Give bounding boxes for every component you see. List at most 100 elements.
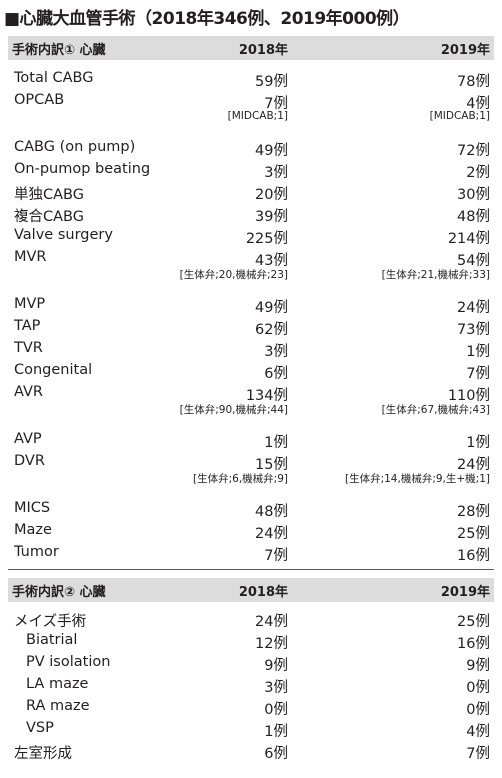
table-row: PV isolation 9例 9例 [8,652,494,674]
row-label: 複合CABG [14,209,84,225]
row-count-value: 48例 [457,209,490,225]
table-row: MICS 48例 28例 [8,498,494,520]
row-count-value: 16例 [457,636,490,652]
row-count-value: 6例 [264,366,288,382]
row-count-value: 72例 [457,143,490,159]
row-label: DVR [14,453,45,469]
table-row: On-pumop beating 3例 2例 [8,159,494,181]
table-header: 手術内訳① 心臓 2018年 2019年 [8,36,494,60]
row-count-value: 73例 [457,322,490,338]
table-row: LA maze 3例 0例 [8,674,494,696]
row-label: VSP [26,720,54,736]
row-count-value: 20例 [255,187,288,203]
row-count-value: 9例 [264,658,288,674]
row-count-value: 3例 [264,680,288,696]
table-row: Biatrial 12例 16例 [8,630,494,652]
row-note-value: [生体弁;90,機械弁;44] [179,404,288,416]
row-note: [MIDCAB;1] [MIDCAB;1] [8,110,494,126]
row-count-value: 110例 [447,388,490,404]
row-label: Congenital [14,362,93,378]
row-label: 左室形成 [14,746,72,762]
table-row: RA maze 0例 0例 [8,696,494,718]
row-count-value: 2例 [466,165,490,181]
row-count-value: 43例 [255,253,288,269]
row-label: AVR [14,384,43,400]
row-label: Tumor [14,544,59,560]
row-label: On-pumop beating [14,161,151,177]
table-cardiac-1: 手術内訳① 心臓 2018年 2019年 Total CABG 59例 78例 OP… [8,36,494,570]
row-count-value: 25例 [457,526,490,542]
table-row: TAP 62例 73例 [8,316,494,338]
row-note: [生体弁;20,機械弁;23] [生体弁;21,機械弁;33] [8,267,494,283]
row-count-value: 9例 [466,658,490,674]
row-label: MVR [14,249,47,265]
row-label: MICS [14,500,51,516]
row-count-value: 4例 [466,96,490,112]
row-count-value: 59例 [255,74,288,90]
row-note-value: [MIDCAB;1] [227,110,288,122]
row-note-value: [生体弁;14,機械弁;9,生+機;1] [344,473,490,485]
row-count-value: 30例 [457,187,490,203]
divider [8,569,494,570]
row-count-value: 25例 [457,614,490,630]
table-row: AVP 1例 1例 [8,429,494,451]
row-count-value: 54例 [457,253,490,269]
row-count-value: 39例 [255,209,288,225]
row-count-value: 15例 [255,457,288,473]
row-count-value: 3例 [264,344,288,360]
row-count-value: 24例 [255,526,288,542]
table-row: 複合CABG 39例 48例 [8,203,494,225]
table-header: 手術内訳② 心臓 2018年 2019年 [8,578,494,602]
header-year-2019: 2019年 [440,43,490,58]
row-count-value: 6例 [264,746,288,762]
row-count-value: 78例 [457,74,490,90]
table-row: Total CABG 59例 78例 [8,68,494,90]
table-cardiac-2: 手術内訳② 心臓 2018年 2019年 メイズ手術 24例 25例 Biatria… [8,578,494,762]
row-note-value: [生体弁;21,機械弁;33] [381,269,490,281]
header-year-2018: 2018年 [238,43,288,58]
row-count-value: 134例 [245,388,288,404]
row-count-value: 1例 [264,724,288,740]
row-label: Total CABG [14,70,94,86]
header-label: 手術内訳① 心臓 [12,43,106,58]
row-label: Valve surgery [14,227,113,243]
row-label: AVP [14,431,42,447]
table-row: MVR 43例 54例 [8,247,494,269]
row-label: 単独CABG [14,187,84,203]
row-count-value: 7例 [466,366,490,382]
page-title: ■心臓大血管手術（2018年346例、2019年000例） [4,9,410,29]
row-count-value: 48例 [255,504,288,520]
table-row: Maze 24例 25例 [8,520,494,542]
row-label: CABG (on pump) [14,139,136,155]
row-label: Biatrial [26,632,78,648]
row-label: OPCAB [14,92,65,108]
table-row: 単独CABG 20例 30例 [8,181,494,203]
table-row: Congenital 6例 7例 [8,360,494,382]
row-count-value: 49例 [255,300,288,316]
table-row: Valve surgery 225例 214例 [8,225,494,247]
row-count-value: 0例 [264,702,288,718]
row-label: PV isolation [26,654,111,670]
row-label: メイズ手術 [14,614,87,630]
row-count-value: 12例 [255,636,288,652]
row-count-value: 3例 [264,165,288,181]
row-count-value: 214例 [447,231,490,247]
table-row: TVR 3例 1例 [8,338,494,360]
row-count-value: 24例 [457,457,490,473]
table-row: DVR 15例 24例 [8,451,494,473]
table-row: VSP 1例 4例 [8,718,494,740]
row-count-value: 62例 [255,322,288,338]
row-count-value: 0例 [466,680,490,696]
table-row: MVP 49例 24例 [8,294,494,316]
row-count-value: 1例 [466,344,490,360]
row-count-value: 1例 [466,435,490,451]
row-count-value: 7例 [264,548,288,564]
table-row: 左室形成 6例 7例 [8,740,494,762]
row-label: TVR [14,340,43,356]
row-count-value: 4例 [466,724,490,740]
row-note: [生体弁;6,機械弁;9] [生体弁;14,機械弁;9,生+機;1] [8,471,494,487]
row-note-value: [生体弁;67,機械弁;43] [381,404,490,416]
header-year-2018: 2018年 [238,585,288,600]
row-count-value: 7例 [264,96,288,112]
row-label: RA maze [26,698,90,714]
